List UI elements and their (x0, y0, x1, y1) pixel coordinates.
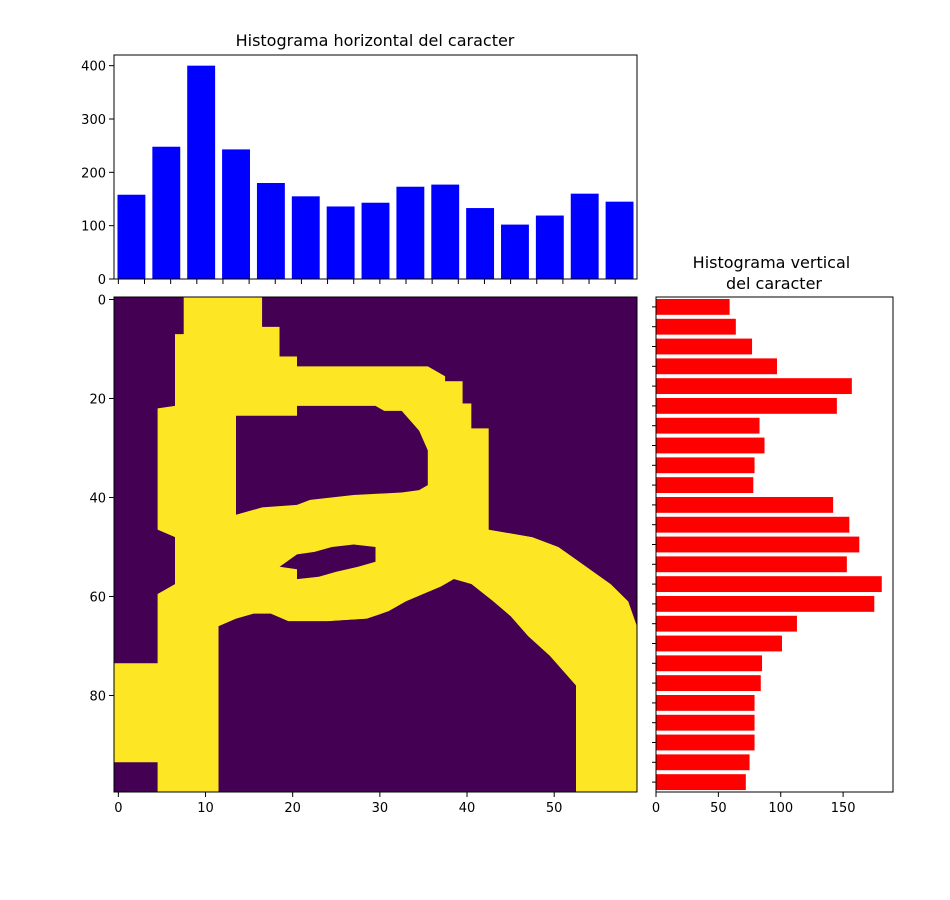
horizontal-bar-2 (187, 65, 216, 280)
vertical-bar-22 (656, 734, 755, 751)
vertical-bar-1 (656, 318, 736, 335)
vertical-histogram-title-line-1: Histograma vertical (693, 253, 851, 272)
background-region-2 (218, 579, 576, 792)
img-ytick-label-40: 40 (89, 491, 106, 506)
vertical-bar-0 (656, 298, 730, 315)
horizontal-bar-9 (431, 184, 460, 279)
img-ytick-label-80: 80 (89, 689, 106, 704)
horizontal-bar-12 (535, 215, 564, 279)
vertical-bar-12 (656, 536, 860, 553)
vertical-histogram-title: Histograma vertical del caracter (693, 253, 856, 293)
vertical-bar-9 (656, 477, 754, 494)
vertical-bar-17 (656, 635, 782, 652)
horizontal-bar-13 (570, 193, 599, 279)
horizontal-histogram: Histograma horizontal del caracter 0 100 2… (81, 31, 638, 288)
background-region-3 (262, 297, 637, 627)
v-xtick-label-50: 50 (710, 801, 727, 816)
horizontal-histogram-frame (113, 54, 638, 280)
horizontal-bar-4 (256, 183, 285, 279)
vertical-bar-4 (656, 378, 852, 395)
background-region-1 (279, 544, 376, 580)
vertical-bar-15 (656, 595, 875, 612)
h-ytick-label-400: 400 (81, 60, 106, 75)
horizontal-bar-0 (117, 194, 146, 279)
horizontal-bar-14 (605, 201, 634, 279)
horizontal-bar-6 (326, 206, 355, 279)
v-xtick-label-100: 100 (768, 801, 793, 816)
horizontal-histogram-title: Histograma horizontal del caracter (236, 31, 515, 50)
vertical-histogram-title-line-2: del caracter (726, 274, 822, 293)
vertical-histogram-frame (655, 296, 894, 793)
horizontal-bar-11 (501, 224, 529, 279)
vertical-bar-8 (656, 457, 755, 474)
h-ytick-label-0: 0 (98, 273, 106, 288)
vertical-bar-20 (656, 694, 755, 711)
vertical-bar-21 (656, 714, 755, 731)
img-ytick-label-20: 20 (89, 392, 106, 407)
v-xtick-label-150: 150 (831, 801, 856, 816)
h-ytick-label-200: 200 (81, 166, 106, 181)
img-xtick-label-0: 0 (114, 801, 122, 816)
h-ytick-label-100: 100 (81, 220, 106, 235)
img-xtick-label-40: 40 (459, 801, 476, 816)
vertical-histogram: Histograma vertical del caracter 0 50 100 1… (652, 253, 894, 816)
img-xtick-label-30: 30 (372, 801, 389, 816)
vertical-bar-24 (656, 774, 746, 791)
img-ytick-label-60: 60 (89, 590, 106, 605)
character-image: 0 10 20 30 40 50 0 20 40 60 80 (89, 293, 638, 816)
vertical-bar-13 (656, 556, 847, 573)
vertical-bar-5 (656, 397, 837, 414)
vertical-bar-6 (656, 417, 760, 434)
vertical-bar-16 (656, 615, 797, 632)
horizontal-bar-8 (396, 186, 425, 279)
horizontal-bar-1 (152, 146, 181, 279)
v-xtick-label-0: 0 (652, 801, 660, 816)
horizontal-bar-10 (466, 208, 495, 279)
vertical-bar-2 (656, 338, 753, 355)
img-xtick-label-50: 50 (546, 801, 563, 816)
vertical-bar-19 (656, 675, 761, 692)
vertical-bar-10 (656, 496, 834, 513)
img-xtick-label-10: 10 (197, 801, 214, 816)
character-image-frame (113, 296, 638, 793)
vertical-bar-23 (656, 754, 750, 771)
vertical-bar-3 (656, 358, 777, 375)
vertical-bar-7 (656, 437, 765, 454)
img-ytick-label-0: 0 (98, 293, 106, 308)
horizontal-bar-3 (222, 149, 250, 279)
background-region-0 (236, 405, 428, 515)
h-ytick-label-300: 300 (81, 113, 106, 128)
horizontal-bar-7 (361, 202, 390, 279)
vertical-bar-18 (656, 655, 763, 672)
vertical-bar-11 (656, 516, 850, 533)
img-xtick-label-20: 20 (284, 801, 301, 816)
horizontal-bar-5 (291, 196, 320, 279)
vertical-bar-14 (656, 576, 882, 593)
